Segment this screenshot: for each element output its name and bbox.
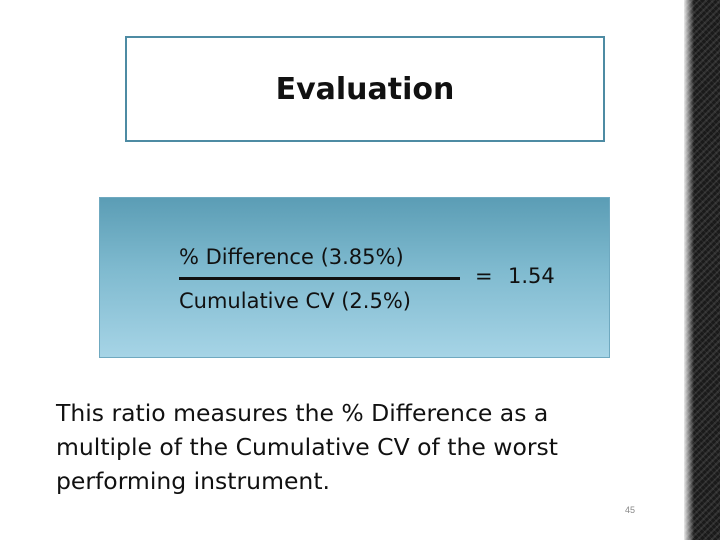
decorative-edge-strip: [684, 0, 720, 540]
formula-box: % Difference (3.85%) Cumulative CV (2.5%…: [99, 197, 610, 358]
page-number: 45: [624, 505, 635, 515]
title-box: Evaluation: [125, 36, 605, 142]
fraction-bar: [179, 277, 460, 280]
formula-denominator: Cumulative CV (2.5%): [179, 289, 411, 313]
equals-sign: =: [475, 264, 493, 288]
formula-result: 1.54: [508, 264, 555, 288]
formula-numerator: % Difference (3.85%): [179, 245, 404, 269]
slide-title: Evaluation: [275, 71, 455, 107]
fraction: % Difference (3.85%) Cumulative CV (2.5%…: [179, 240, 464, 313]
explanation-text: This ratio measures the % Difference as …: [56, 399, 559, 495]
